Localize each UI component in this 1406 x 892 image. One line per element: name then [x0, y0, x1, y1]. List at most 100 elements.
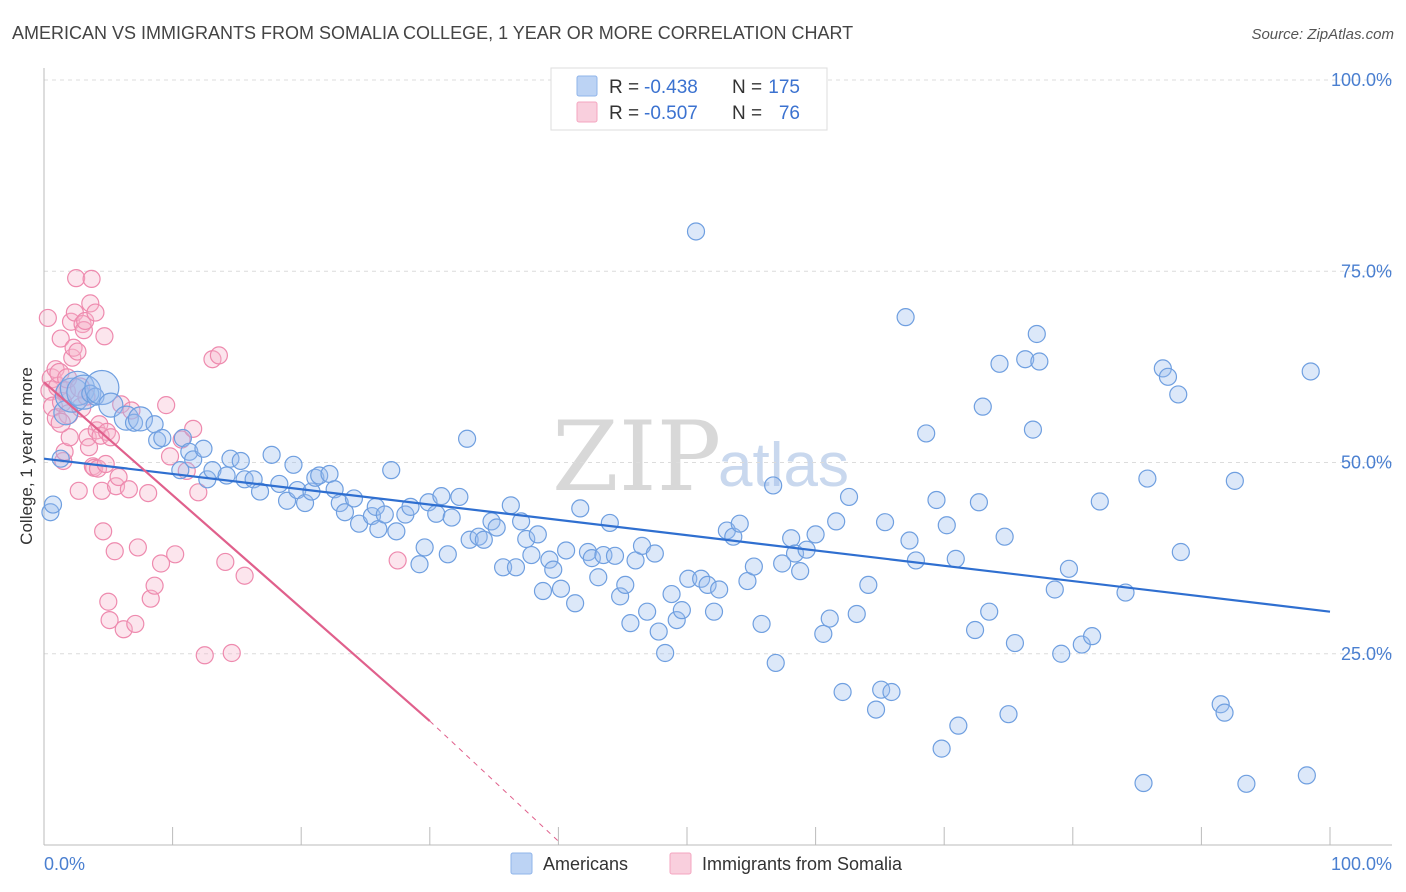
legend-n-value-somalia: 76 [779, 103, 800, 124]
scatter-point-somalia [82, 269, 101, 288]
scatter-point-americans [469, 527, 488, 546]
scatter-point-americans [566, 594, 585, 613]
scatter-point-americans [656, 643, 675, 663]
scatter-point-americans [605, 546, 625, 565]
scatter-point-americans [1158, 367, 1178, 386]
scatter-point-americans [427, 504, 446, 523]
scatter-point-americans [710, 580, 729, 599]
scatter-point-americans [766, 653, 785, 673]
scatter-point-americans [791, 562, 810, 581]
trendline-americans [43, 457, 1331, 613]
scatter-point-americans [744, 557, 763, 576]
scatter-point-somalia [151, 554, 171, 573]
scatter-point-americans [814, 624, 833, 643]
scatter-point-americans [752, 614, 771, 634]
bottom-legend-americans: Americans [543, 854, 628, 874]
scatter-point-americans [847, 604, 866, 624]
scatter-point-americans [528, 525, 547, 544]
scatter-point-somalia [157, 396, 176, 415]
scatter-point-americans [827, 512, 846, 531]
scatter-point-americans [43, 495, 63, 514]
scatter-point-americans [474, 530, 493, 549]
scatter-point-americans [667, 610, 686, 630]
scatter-point-americans [506, 558, 526, 577]
scatter-point-americans [730, 514, 749, 533]
x-tick-label-max: 100.0% [1331, 854, 1392, 874]
scatter-point-americans [442, 508, 461, 527]
scatter-point-americans [375, 505, 394, 524]
scatter-point-americans [764, 476, 783, 495]
scatter-point-somalia [60, 428, 79, 447]
scatter-point-somalia [112, 395, 131, 414]
scatter-point-americans [679, 569, 698, 588]
scatter-point-somalia [128, 538, 147, 557]
scatter-point-americans [662, 584, 681, 604]
scatter-point-americans [382, 461, 401, 480]
scatter-point-americans [773, 554, 792, 573]
scatter-point-americans [494, 558, 513, 577]
scatter-point-americans [487, 518, 506, 537]
scatter-point-somalia [209, 346, 228, 365]
chart-source: Source: ZipAtlas.com [1251, 26, 1394, 43]
scatter-point-americans [124, 413, 144, 432]
scatter-point-americans [1237, 774, 1256, 793]
scatter-point-americans [906, 551, 926, 570]
scatter-point-somalia [184, 419, 203, 438]
scatter-point-americans [980, 602, 999, 621]
scatter-point-americans [990, 354, 1009, 373]
scatter-point-americans [1225, 471, 1244, 490]
legend-swatch-americans [576, 75, 598, 97]
scatter-point-americans [410, 555, 429, 574]
scatter-point-somalia [38, 308, 57, 328]
scatter-point-americans [344, 489, 364, 508]
scatter-point-americans [698, 575, 717, 595]
scatter-point-americans [621, 614, 640, 633]
scatter-point-americans [335, 503, 355, 522]
scatter-point-americans [1059, 559, 1079, 578]
scatter-point-somalia [114, 620, 133, 639]
watermark-sub: atlas [718, 431, 849, 500]
scatter-point-somalia [94, 522, 113, 541]
scatter-point-americans [1090, 492, 1109, 511]
scatter-point-americans [806, 525, 825, 544]
scatter-point-somalia [139, 484, 158, 503]
x-tick-label-min: 0.0% [44, 854, 85, 874]
scatter-point-americans [1169, 385, 1188, 404]
series-somalia [38, 269, 407, 665]
scatter-point-somalia [119, 480, 138, 499]
scatter-point-americans [1134, 773, 1153, 793]
scatter-point-americans [686, 222, 706, 241]
scatter-point-americans [1211, 695, 1230, 714]
scatter-point-americans [1016, 350, 1035, 369]
scatter-point-somalia [160, 447, 180, 466]
scatter-point-americans [937, 516, 956, 535]
scatter-point-somalia [216, 552, 235, 572]
scatter-point-americans [51, 449, 70, 468]
scatter-point-americans [896, 308, 915, 327]
scatter-point-americans [501, 496, 520, 515]
scatter-point-somalia [79, 438, 99, 457]
trendlines [43, 381, 1331, 842]
scatter-point-somalia [86, 303, 105, 322]
scatter-point-americans [965, 620, 985, 640]
scatter-point-americans [84, 369, 120, 406]
scatter-point-americans [600, 513, 619, 533]
scatter-point-somalia [166, 545, 185, 564]
bottom-legend: Americans Immigrants from Somalia [510, 852, 903, 875]
legend-n-label-americans: N = [732, 77, 762, 98]
scatter-point-americans [1030, 352, 1049, 371]
scatter-point-somalia [145, 576, 164, 595]
scatter-point-americans [645, 544, 664, 563]
scatter-point-americans [320, 464, 339, 484]
bottom-legend-somalia: Immigrants from Somalia [702, 854, 903, 874]
watermark: ZIP atlas [552, 401, 849, 513]
scatter-point-americans [782, 529, 801, 548]
scatter-point-americans [1082, 627, 1102, 646]
scatter-point-americans [999, 705, 1018, 724]
scatter-point-americans [859, 575, 878, 595]
scatter-point-americans [973, 397, 992, 416]
scatter-point-somalia [189, 483, 208, 502]
scatter-point-americans [270, 474, 289, 494]
scatter-point-somalia [388, 551, 407, 570]
legend: R = -0.438 N = 175 R = -0.507 N = 76 [550, 67, 828, 131]
